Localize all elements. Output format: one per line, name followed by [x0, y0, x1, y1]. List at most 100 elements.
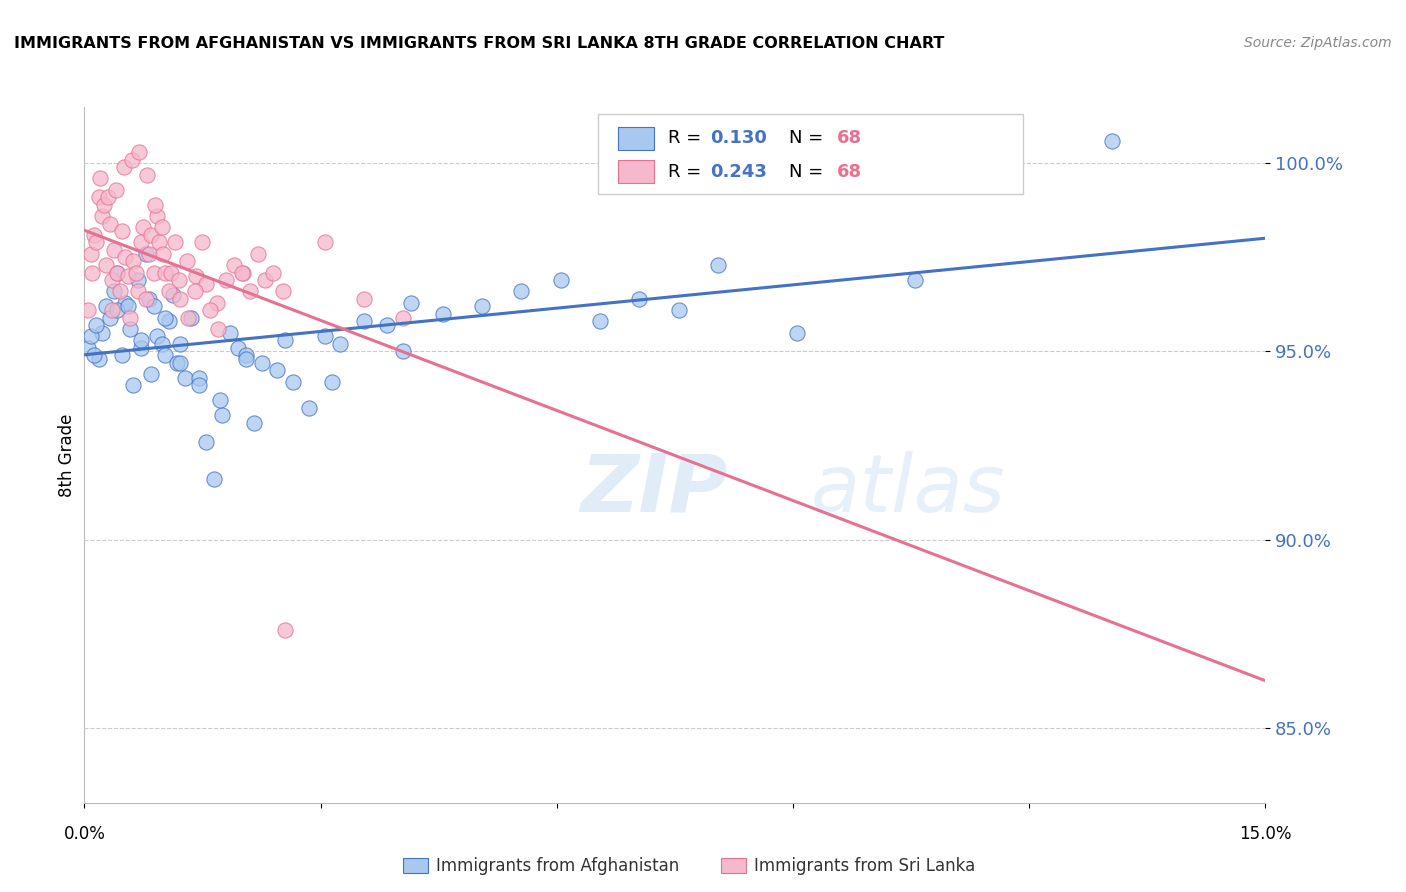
Text: R =: R =	[668, 129, 707, 147]
Point	[118, 322, 141, 336]
Point	[83, 348, 105, 362]
Point	[239, 285, 262, 299]
Point	[183, 285, 205, 299]
Point	[98, 310, 121, 325]
Point	[200, 303, 222, 318]
Point	[129, 333, 152, 347]
Point	[298, 401, 321, 415]
Point	[510, 285, 533, 299]
Point	[589, 314, 612, 328]
Point	[231, 266, 253, 280]
Point	[146, 329, 169, 343]
Point	[84, 318, 107, 333]
Point	[112, 160, 135, 174]
Point	[207, 322, 229, 336]
Point	[121, 153, 143, 167]
Point	[262, 266, 284, 280]
Point	[153, 266, 176, 280]
Point	[274, 623, 297, 637]
Point	[141, 227, 163, 242]
Point	[246, 246, 269, 260]
Point	[87, 351, 110, 366]
Text: ZIP: ZIP	[581, 450, 728, 529]
Point	[122, 378, 145, 392]
Point	[904, 273, 927, 287]
Point	[377, 318, 399, 333]
Point	[150, 220, 173, 235]
Point	[141, 367, 163, 381]
Point	[226, 341, 249, 355]
Point	[550, 273, 572, 287]
Point	[177, 310, 200, 325]
Point	[114, 295, 136, 310]
Point	[432, 307, 454, 321]
Point	[90, 326, 112, 340]
Point	[232, 266, 254, 280]
Point	[211, 409, 233, 423]
Point	[101, 303, 124, 318]
Point	[235, 348, 257, 362]
Point	[222, 258, 245, 272]
Point	[242, 416, 264, 430]
Point	[176, 254, 198, 268]
Point	[107, 266, 129, 280]
Text: 0.243: 0.243	[710, 162, 768, 181]
Text: 68: 68	[837, 129, 862, 147]
Point	[118, 310, 141, 325]
Point	[202, 472, 225, 486]
Point	[314, 235, 336, 250]
Point	[96, 258, 118, 272]
FancyBboxPatch shape	[619, 161, 654, 183]
Point	[266, 363, 288, 377]
Point	[329, 337, 352, 351]
Point	[353, 292, 375, 306]
Point	[471, 299, 494, 313]
Point	[169, 356, 191, 370]
Point	[97, 190, 120, 204]
Text: N =: N =	[789, 162, 830, 181]
Point	[314, 329, 336, 343]
Point	[180, 310, 202, 325]
Point	[107, 303, 129, 318]
Point	[157, 285, 180, 299]
Text: Source: ZipAtlas.com: Source: ZipAtlas.com	[1244, 36, 1392, 50]
Point	[135, 246, 157, 260]
Text: R =: R =	[668, 162, 707, 181]
Point	[143, 198, 166, 212]
Point	[167, 273, 190, 287]
Point	[132, 220, 155, 235]
Point	[142, 266, 165, 280]
Point	[707, 258, 730, 272]
Point	[281, 375, 304, 389]
Point	[219, 326, 242, 340]
Point	[138, 246, 160, 260]
Text: 0.0%: 0.0%	[63, 825, 105, 843]
Point	[111, 224, 134, 238]
Point	[117, 299, 139, 313]
Point	[392, 310, 415, 325]
Point	[101, 273, 124, 287]
Point	[98, 217, 121, 231]
Point	[1101, 134, 1123, 148]
Point	[108, 285, 131, 299]
Point	[111, 348, 134, 362]
Point	[628, 292, 651, 306]
Text: N =: N =	[789, 129, 830, 147]
Point	[79, 329, 101, 343]
Point	[117, 269, 139, 284]
Point	[104, 183, 127, 197]
Point	[89, 171, 111, 186]
Point	[129, 235, 152, 250]
Point	[174, 371, 197, 385]
FancyBboxPatch shape	[619, 127, 654, 150]
Point	[90, 209, 112, 223]
Text: atlas: atlas	[811, 450, 1005, 529]
Point	[399, 295, 422, 310]
Point	[205, 295, 228, 310]
Point	[195, 277, 218, 291]
Point	[157, 314, 180, 328]
Point	[208, 393, 231, 408]
Point	[136, 168, 159, 182]
Point	[129, 341, 152, 355]
FancyBboxPatch shape	[598, 114, 1024, 194]
